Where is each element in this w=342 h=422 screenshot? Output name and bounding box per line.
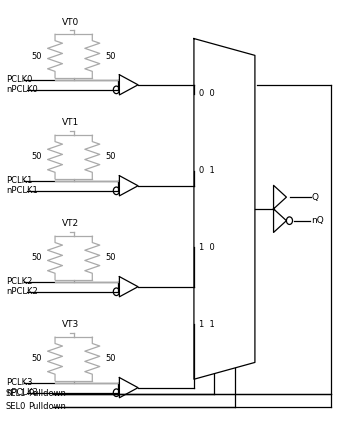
Text: nPCLK2: nPCLK2 <box>6 287 38 296</box>
Text: 1  0: 1 0 <box>199 243 215 252</box>
Text: nPCLK1: nPCLK1 <box>6 186 38 195</box>
Text: PCLK2: PCLK2 <box>6 277 32 286</box>
Text: VT1: VT1 <box>62 119 79 127</box>
Text: 50: 50 <box>31 51 41 60</box>
Text: PCLK1: PCLK1 <box>6 176 32 185</box>
Text: PCLK0: PCLK0 <box>6 75 32 84</box>
Text: Q: Q <box>312 192 318 202</box>
Text: Pulldown: Pulldown <box>28 390 66 398</box>
Text: VT2: VT2 <box>62 219 79 228</box>
Text: 50: 50 <box>106 253 116 262</box>
Text: 50: 50 <box>31 253 41 262</box>
Text: 50: 50 <box>106 51 116 60</box>
Text: 50: 50 <box>31 354 41 363</box>
Text: Pulldown: Pulldown <box>28 402 66 411</box>
Text: 1  1: 1 1 <box>199 319 215 329</box>
Text: 50: 50 <box>106 152 116 162</box>
Text: SEL0: SEL0 <box>6 402 26 411</box>
Text: VT0: VT0 <box>62 18 79 27</box>
Text: 50: 50 <box>31 152 41 162</box>
Text: nPCLK0: nPCLK0 <box>6 85 38 95</box>
Text: 50: 50 <box>106 354 116 363</box>
Text: nPCLK3: nPCLK3 <box>6 388 38 397</box>
Text: PCLK3: PCLK3 <box>6 378 32 387</box>
Text: nQ: nQ <box>311 216 324 225</box>
Text: SEL1: SEL1 <box>6 390 26 398</box>
Text: 0  1: 0 1 <box>199 166 215 175</box>
Text: VT3: VT3 <box>62 320 79 329</box>
Text: 0  0: 0 0 <box>199 89 215 98</box>
